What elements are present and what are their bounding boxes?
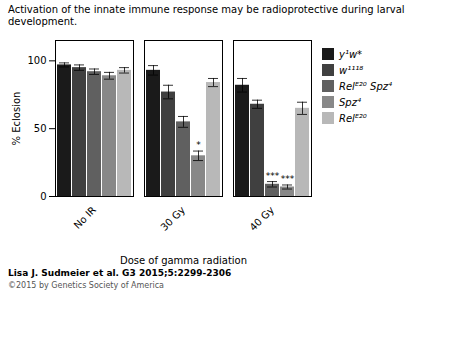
html-text:y¹w*: y¹w* [339,48,363,60]
svg-text:0: 0 [40,191,46,202]
html-text:Relᴱ²⁰: Relᴱ²⁰ [339,112,367,124]
svg-text:30 Gy: 30 Gy [158,204,187,233]
svg-text:*: * [196,140,201,150]
svg-text:100: 100 [27,55,46,66]
svg-text:50: 50 [34,123,47,134]
svg-text:40 Gy: 40 Gy [247,204,276,233]
html-text:©2015 by Genetics Society of A: ©2015 by Genetics Society of America [8,281,164,290]
svg-text:Dose of gamma radiation: Dose of gamma radiation [120,255,247,266]
html-text:Spz⁴: Spz⁴ [339,96,361,108]
svg-text:% Eclosion: % Eclosion [11,92,22,146]
html-text:w¹¹¹⁸: w¹¹¹⁸ [339,64,364,76]
html-text:Lisa J. Sudmeier et al. G3 201: Lisa J. Sudmeier et al. G3 2015;5:2299-2… [8,268,232,278]
html-text:Activation of the innate immun: Activation of the innate immune response… [8,4,405,27]
svg-text:No IR: No IR [72,204,99,231]
svg-text:***: *** [266,171,280,181]
html-text:Relᴱ²⁰ Spz⁴: Relᴱ²⁰ Spz⁴ [339,80,392,92]
svg-text:***: *** [281,174,295,184]
